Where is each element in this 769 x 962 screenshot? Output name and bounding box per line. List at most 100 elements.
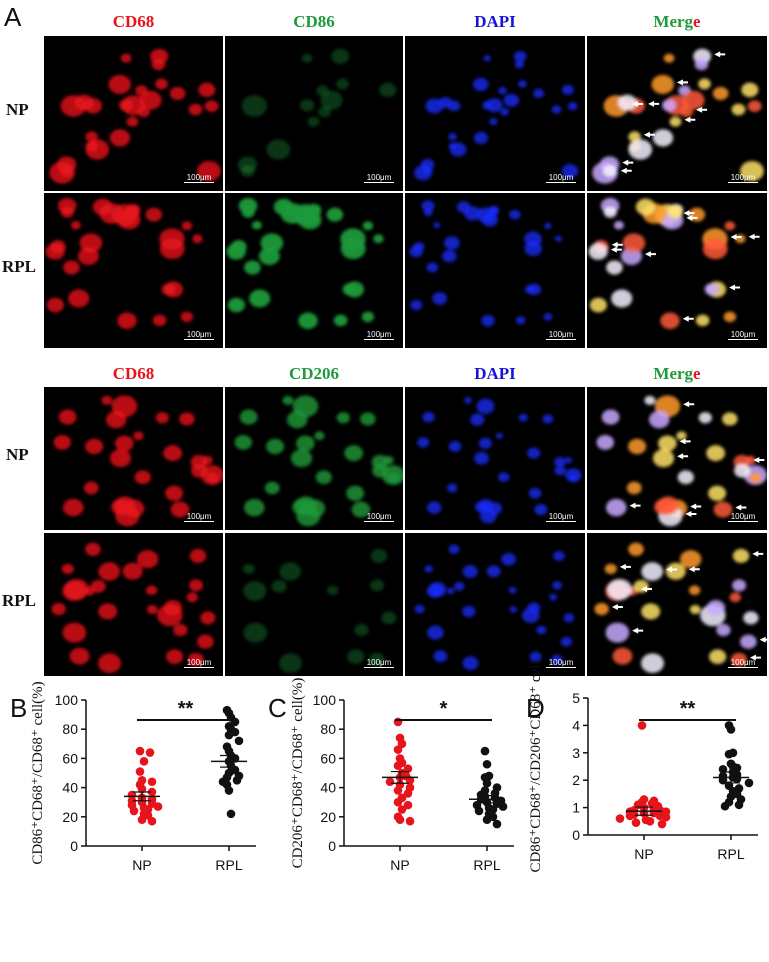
- x-tick-label-np: NP: [132, 857, 151, 873]
- scale-bar: 100μm: [546, 511, 576, 522]
- scale-bar-label: 100μm: [366, 329, 392, 339]
- data-point: [153, 802, 163, 811]
- data-point: [498, 802, 508, 811]
- data-point: [395, 815, 405, 825]
- y-tick-label: 20: [62, 809, 78, 825]
- y-tick-label: 100: [313, 692, 337, 708]
- y-tick-label: 3: [572, 745, 580, 761]
- chart-d: 0 1 2 3 4 5 CD86⁺CD68⁺/CD206⁺CD68⁺ cell NP RPL **: [518, 660, 769, 957]
- data-point: [661, 812, 671, 822]
- y-tick-label: 0: [328, 838, 336, 854]
- data-point: [631, 818, 641, 827]
- data-point: [405, 816, 415, 826]
- data-point: [226, 809, 236, 819]
- panel-label-d: D: [526, 693, 545, 723]
- scale-bar-label: 100μm: [730, 657, 756, 667]
- y-tick-label: 40: [320, 780, 336, 796]
- scale-bar-line: [364, 338, 394, 340]
- scale-bar-line: [364, 666, 394, 668]
- data-point: [393, 745, 403, 754]
- data-point: [645, 817, 655, 826]
- data-point: [657, 819, 667, 829]
- significance-label: **: [680, 698, 696, 720]
- data-point: [137, 784, 147, 794]
- scale-bar: 100μm: [184, 172, 214, 183]
- data-point: [480, 746, 490, 756]
- data-point: [637, 721, 647, 730]
- y-tick-label: 20: [320, 809, 336, 825]
- scale-bar: 100μm: [728, 330, 758, 340]
- data-point: [720, 801, 730, 811]
- scale-bar-line: [728, 520, 758, 522]
- row-label-rpl: RPL: [2, 256, 36, 276]
- y-tick-label: 1: [572, 800, 580, 816]
- y-tick-label: 0: [70, 838, 78, 854]
- x-tick-label-np: NP: [634, 846, 653, 862]
- data-point: [625, 811, 635, 821]
- scale-bar-line: [184, 520, 214, 522]
- data-point: [145, 748, 155, 757]
- micrograph-dapi-np: 100μm: [405, 387, 585, 530]
- data-point: [732, 774, 742, 784]
- scale-bar: 100μm: [546, 172, 576, 183]
- data-point: [393, 717, 403, 727]
- scale-bar: 100μm: [364, 329, 394, 340]
- scale-bar-label: 100μm: [186, 172, 212, 182]
- data-point: [139, 757, 149, 766]
- x-tick-label-rpl: RPL: [215, 857, 242, 873]
- y-tick-label: 0: [572, 827, 580, 843]
- scale-bar-label: 100μm: [186, 329, 212, 339]
- significance-label: *: [440, 698, 448, 720]
- data-point: [224, 786, 234, 795]
- scale-bar-line: [728, 181, 758, 183]
- data-point: [403, 764, 413, 773]
- scale-bar-label: 100μm: [548, 511, 574, 521]
- chart-b: 0 20 40 60 80 100 CD86⁺CD68⁺/CD68⁺ cell(%) NP RP…: [0, 681, 258, 957]
- scale-bar: 100μm: [364, 658, 394, 668]
- data-point: [129, 806, 139, 816]
- row-label-np: NP: [6, 444, 29, 464]
- micrograph-merge-rpl: 100μm: [587, 533, 767, 676]
- scale-bar-label: 100μm: [730, 172, 756, 182]
- scale-bar-line: [728, 666, 758, 668]
- micrograph-dapi-np: 100μm: [405, 36, 585, 191]
- data-point: [482, 815, 492, 825]
- y-tick-label: 2: [572, 772, 580, 788]
- scale-bar-line: [184, 338, 214, 340]
- scale-bar-label: 100μm: [548, 172, 574, 182]
- micrograph-merge-np: 100μm: [587, 36, 767, 191]
- data-point: [393, 797, 403, 807]
- micrograph-cd68-rpl: 100μm: [44, 533, 223, 676]
- y-tick-label: 60: [320, 750, 336, 766]
- scale-bar-label: 100μm: [186, 657, 212, 667]
- scale-bar-label: 100μm: [548, 657, 574, 667]
- data-point: [492, 819, 502, 829]
- scale-bar-line: [728, 338, 758, 340]
- scale-bar-line: [364, 181, 394, 183]
- y-tick-label: 40: [62, 780, 78, 796]
- data-point: [224, 730, 234, 740]
- y-tick-label: 60: [62, 750, 78, 766]
- scale-bar-label: 100μm: [366, 172, 392, 182]
- data-point: [147, 787, 157, 797]
- y-tick-label: 80: [62, 721, 78, 737]
- scale-bar: 100μm: [184, 329, 214, 340]
- scale-bar-line: [546, 520, 576, 522]
- x-tick-label-rpl: RPL: [717, 846, 744, 862]
- scale-bar: 100μm: [364, 511, 394, 522]
- data-point: [397, 805, 407, 814]
- micrograph-cd68-np: 100μm: [44, 387, 223, 530]
- x-tick-label-np: NP: [390, 857, 409, 873]
- chart-svg: 0 20 40 60 80 100 CD206⁺CD68⁺/CD68⁺ cell(%) NP R…: [290, 678, 514, 873]
- panel-label-a: A: [4, 2, 22, 32]
- chart-c: 0 20 40 60 80 100 CD206⁺CD68⁺/CD68⁺ cell(%) NP R…: [258, 678, 520, 957]
- merge-label-green-part: Merg: [653, 364, 694, 383]
- data-point: [403, 800, 413, 810]
- micrograph-dapi-rpl: 100μm: [405, 533, 585, 676]
- scale-bar: 100μm: [728, 657, 758, 668]
- data-point: [403, 789, 413, 798]
- channel-label-merge: Merge: [587, 364, 767, 384]
- data-point: [726, 725, 736, 734]
- scale-bar-label: 100μm: [366, 511, 392, 521]
- data-point: [135, 767, 145, 776]
